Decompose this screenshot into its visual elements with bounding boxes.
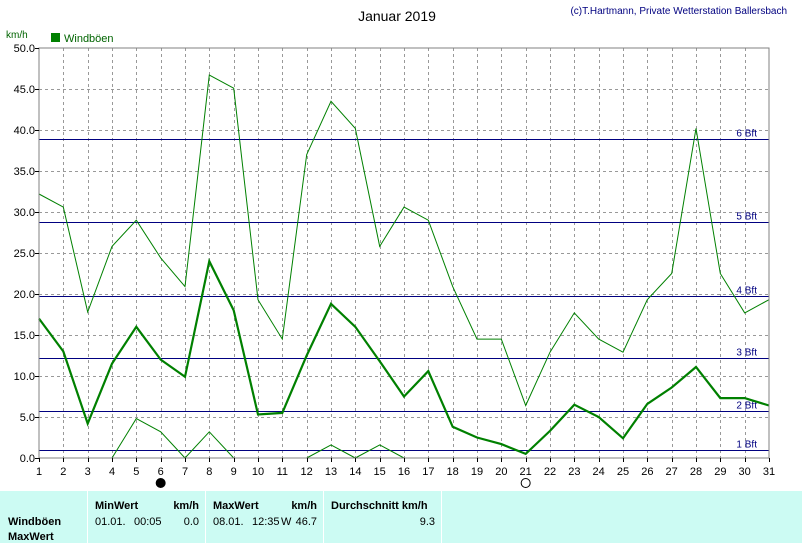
max-unit: km/h	[291, 500, 317, 512]
x-tick-label: 11	[277, 466, 288, 478]
x-tick-label: 17	[422, 466, 434, 478]
x-tick-label: 24	[593, 466, 605, 478]
y-axis-ticks: 0.0 5.0 10.0 15.0 20.0 25.0 30.0 35.0 40.0 45.0 50…	[14, 43, 39, 465]
legend-swatch	[51, 33, 60, 42]
stats-max-cell: MaxWert km/h 08.01. 12:35 W 46.7	[206, 491, 324, 543]
x-tick-label: 4	[109, 466, 115, 478]
x-tick-label: 30	[739, 466, 751, 478]
y-tick-label: 40.0	[14, 125, 35, 137]
x-tick-label: 27	[666, 466, 678, 478]
max-header: MaxWert	[213, 500, 259, 512]
x-tick-label: 13	[325, 466, 337, 478]
max-value: 46.7	[295, 516, 317, 528]
stats-min-cell: MinWert km/h 01.01. 00:05 0.0	[88, 491, 206, 543]
avg-value: 9.3	[419, 516, 435, 528]
x-tick-label: 23	[568, 466, 580, 478]
avg-header: Durchschnitt km/h	[331, 500, 428, 512]
beaufort-label: 5 Bft	[736, 212, 757, 223]
x-tick-label: 10	[252, 466, 264, 478]
y-tick-label: 10.0	[14, 371, 35, 383]
min-header: MinWert	[95, 500, 139, 512]
max-time: 12:35	[252, 516, 280, 528]
wind-chart: Januar 2019 (c)T.Hartmann, Private Wette…	[6, 6, 787, 488]
series-average-line	[38, 257, 770, 456]
y-tick-label: 20.0	[14, 289, 35, 301]
x-axis-ticks: 1 2 3 4 5 6 7 8 9 10 11 12 13 14 15 16 17 18 19 20 21 22 23 24 2…	[36, 458, 775, 478]
moon-full-icon	[520, 478, 531, 488]
x-tick-label: 2	[60, 466, 66, 478]
x-tick-label: 16	[398, 466, 410, 478]
x-tick-label: 6	[158, 466, 164, 478]
min-value: 0.0	[183, 516, 199, 528]
x-tick-label: 8	[206, 466, 212, 478]
x-tick-label: 7	[182, 466, 188, 478]
legend-label: Windböen	[64, 33, 114, 45]
series-min-line	[111, 417, 235, 459]
x-tick-label: 19	[471, 466, 483, 478]
y-tick-label: 5.0	[20, 412, 35, 424]
y-tick-label: 45.0	[14, 84, 35, 96]
min-unit: km/h	[173, 500, 199, 512]
y-tick-label: 25.0	[14, 248, 35, 260]
x-tick-label: 28	[690, 466, 702, 478]
y-tick-label: 15.0	[14, 330, 35, 342]
moon-new-icon	[155, 478, 166, 488]
x-tick-label: 21	[520, 466, 532, 478]
beaufort-label: 2 Bft	[736, 401, 757, 412]
moon-phase-markers	[155, 478, 531, 488]
beaufort-lines: 1 Bft 2 Bft 3 Bft 4 Bft 5 Bft 6 Bft	[39, 129, 769, 451]
y-tick-label: 50.0	[14, 43, 35, 55]
x-tick-label: 12	[301, 466, 313, 478]
max-direction: W	[281, 516, 292, 528]
beaufort-label: 1 Bft	[736, 440, 757, 451]
stats-avg-cell: Durchschnitt km/h 9.3	[324, 491, 442, 543]
grid	[39, 48, 769, 458]
chart-title: Januar 2019	[358, 8, 436, 24]
x-tick-label: 29	[714, 466, 726, 478]
x-tick-label: 9	[231, 466, 237, 478]
x-tick-label: 25	[617, 466, 629, 478]
max-date: 08.01.	[213, 516, 244, 528]
x-tick-label: 18	[447, 466, 459, 478]
min-time: 00:05	[134, 516, 162, 528]
y-tick-label: 0.0	[20, 453, 35, 465]
x-tick-label: 26	[641, 466, 653, 478]
stats-labels-cell: Windböen MaxWert	[0, 491, 88, 543]
beaufort-label: 6 Bft	[736, 129, 757, 140]
series-max-line	[38, 74, 770, 407]
y-unit-label: km/h	[6, 30, 28, 41]
min-date: 01.01.	[95, 516, 126, 528]
y-tick-label: 30.0	[14, 207, 35, 219]
stats-row-label-2: MaxWert	[8, 531, 54, 543]
copyright-text: (c)T.Hartmann, Private Wetterstation Bal…	[570, 6, 787, 17]
x-tick-label: 15	[374, 466, 386, 478]
x-tick-label: 31	[763, 466, 775, 478]
stats-panel: Windböen MaxWert MinWert km/h 01.01. 00:…	[0, 491, 802, 543]
beaufort-label: 3 Bft	[736, 348, 757, 359]
beaufort-label: 4 Bft	[736, 286, 757, 297]
x-tick-label: 5	[133, 466, 139, 478]
x-tick-label: 14	[349, 466, 361, 478]
y-tick-label: 35.0	[14, 166, 35, 178]
x-tick-label: 20	[495, 466, 507, 478]
x-tick-label: 3	[85, 466, 91, 478]
x-tick-label: 22	[544, 466, 556, 478]
x-tick-label: 1	[36, 466, 42, 478]
stats-row-label-1: Windböen	[8, 516, 62, 528]
